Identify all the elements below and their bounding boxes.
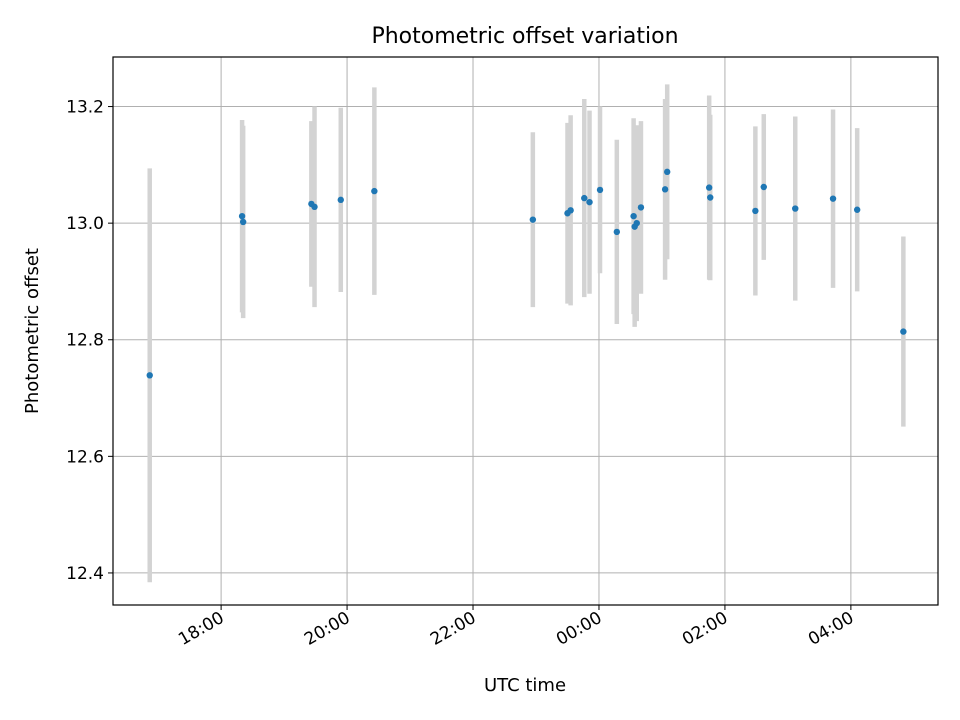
data-point [829,195,837,202]
plot-frame [112,56,939,606]
plot-area [113,57,938,605]
data-point [752,207,759,215]
data-point [900,328,907,335]
data-point [633,219,640,227]
data-points [146,168,907,379]
y-axis-label: Photometric offset [22,248,43,414]
data-point [792,205,799,212]
data-point [239,218,247,226]
data-point [337,196,344,204]
data-point [586,198,593,206]
data-point [613,228,621,236]
data-point [371,187,378,195]
data-point [146,372,153,379]
chart-title: Photometric offset variation [371,24,678,49]
data-point [630,212,637,220]
data-point [529,216,537,223]
data-point [707,194,714,201]
y-axis-ticks: 12.4 12.6 12.8 13.0 13.2 [66,98,113,584]
y-tick-label: 13.2 [66,98,104,118]
y-tick-label: 12.6 [66,447,104,467]
y-tick-label: 12.8 [66,331,104,351]
y-tick-label: 13.0 [66,214,104,234]
data-point [581,194,588,202]
data-point [238,212,246,220]
data-point [596,186,604,194]
data-point [705,184,713,191]
data-point [853,206,861,213]
data-point [760,183,767,191]
data-point [637,204,645,211]
y-tick-label: 12.4 [66,564,104,584]
data-point [661,186,669,193]
x-axis-label: UTC time [484,675,566,696]
data-point [663,168,671,176]
data-point [567,207,574,214]
data-point [311,203,318,211]
